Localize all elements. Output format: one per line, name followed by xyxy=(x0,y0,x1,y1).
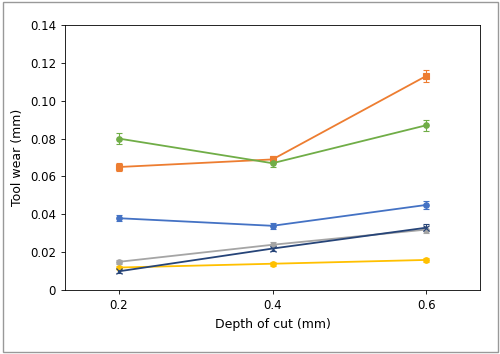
Y-axis label: Tool wear (mm): Tool wear (mm) xyxy=(12,109,24,206)
X-axis label: Depth of cut (mm): Depth of cut (mm) xyxy=(214,318,330,331)
